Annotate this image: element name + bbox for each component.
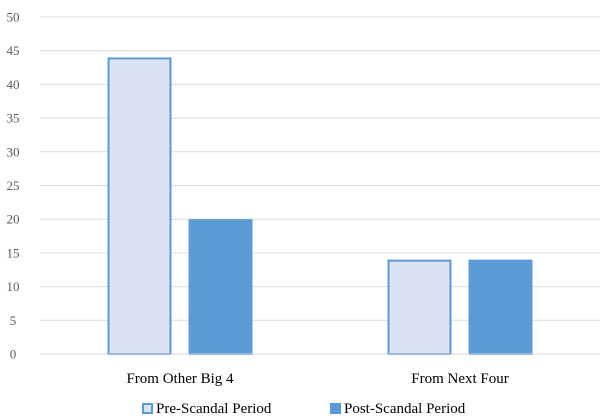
legend: Pre-Scandal Period Post-Scandal Period [142,401,466,417]
bars [107,57,533,356]
y-tick-label: 15 [7,245,20,260]
y-tick-label: 30 [7,144,20,159]
x-axis-categories: From Other Big 4 From Next Four [126,371,508,387]
x-category-label: From Other Big 4 [126,371,234,387]
legend-label: Post-Scandal Period [344,401,466,417]
y-tick-label: 40 [7,77,20,92]
y-tick-label: 10 [7,279,20,294]
bar-post-1 [468,259,533,356]
y-tick-label: 25 [7,178,20,193]
legend-swatch [330,403,341,414]
y-tick-label: 45 [7,43,20,58]
y-axis-ticks: 0 5 10 15 20 25 30 35 40 45 50 [7,10,20,362]
x-category-label: From Next Four [411,371,509,387]
y-tick-label: 35 [7,111,20,126]
bar-post-0 [188,219,253,355]
legend-swatch [142,403,153,414]
bar-pre-1 [387,259,452,356]
y-tick-label: 5 [10,313,17,328]
y-tick-label: 20 [7,212,20,227]
y-tick-label: 0 [10,347,17,362]
y-tick-label: 50 [7,10,20,25]
legend-label: Pre-Scandal Period [156,401,272,417]
bar-pre-0 [107,57,172,355]
